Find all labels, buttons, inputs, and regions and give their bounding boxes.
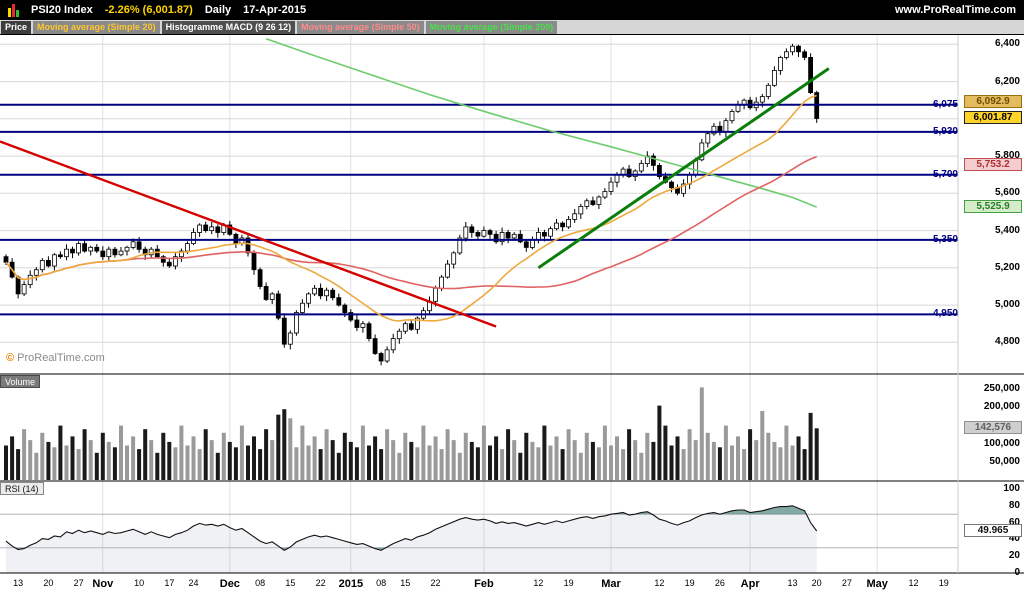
timeframe-label: Daily [204, 4, 232, 16]
legend-chip-ma50[interactable]: Moving average (Simple 50) [297, 20, 424, 34]
watermark-link[interactable]: © ProRealTime.com [6, 352, 105, 364]
legend-chip-price[interactable]: Price [1, 20, 32, 34]
title-bar: PSI20 Index -2.26% (6,001.87) Daily 17-A… [0, 0, 1024, 20]
website-link[interactable]: www.ProRealTime.com [894, 4, 1016, 16]
prt-logo-icon [8, 3, 19, 17]
change-percent: -2.26% (6,001.87) [104, 4, 193, 16]
legend-bar: Price Moving average (Simple 20) Histogr… [0, 20, 1024, 35]
instrument-name: PSI20 Index [31, 4, 93, 16]
legend-chip-ma20[interactable]: Moving average (Simple 20) [33, 20, 160, 34]
volume-panel-label[interactable]: Volume [0, 375, 41, 388]
legend-chip-macd[interactable]: Histogramme MACD (9 26 12) [161, 20, 296, 34]
rsi-panel-label[interactable]: RSI (14) [0, 482, 44, 495]
date-label: 17-Apr-2015 [243, 4, 307, 16]
watermark-text: ProRealTime.com [17, 352, 105, 364]
copyright-icon: © [6, 352, 15, 364]
legend-chip-ma200[interactable]: Moving average (Simple 200) [425, 20, 558, 34]
